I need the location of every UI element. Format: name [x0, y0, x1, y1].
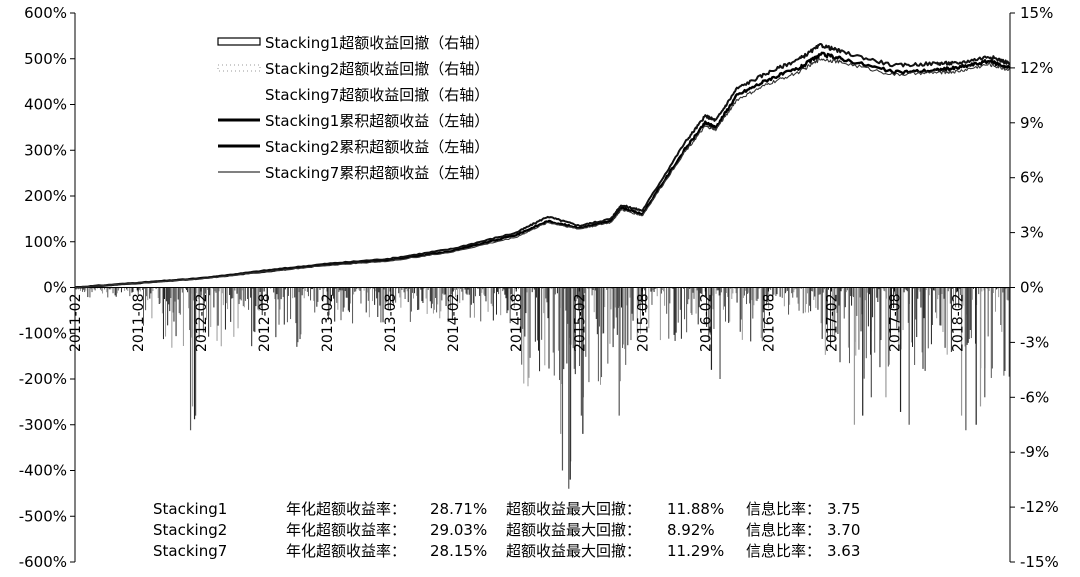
x-tick-label: 2014-08 [509, 294, 525, 353]
y-left-tick-label: -400% [19, 462, 67, 480]
stats-mdd-label: 超额收益最大回撤： [506, 521, 641, 539]
stats-row: Stacking2 年化超额收益率： 29.03% 超额收益最大回撤： 8.92% 信息比… [153, 521, 860, 539]
stats-ir-value: 3.70 [827, 521, 860, 539]
y-left-tick-label: 300% [24, 141, 67, 159]
x-tick-label: 2018-02 [950, 294, 966, 353]
x-tick-label: 2017-08 [887, 294, 903, 353]
stats-ann-label: 年化超额收益率： [286, 521, 406, 539]
x-tick-label: 2013-08 [383, 294, 399, 353]
x-tick-label: 2017-02 [824, 294, 840, 353]
stats-ann-value: 28.15% [430, 542, 487, 560]
stats-mdd-value: 8.92% [667, 521, 715, 539]
y-right-tick-label: 9% [1020, 114, 1044, 132]
cumulative-lines [74, 43, 1011, 289]
legend-swatch-dotted [217, 64, 261, 72]
axes [74, 13, 1011, 562]
stats-row: Stacking7 年化超额收益率： 28.15% 超额收益最大回撤： 11.29% 信息… [153, 542, 860, 560]
legend-label: Stacking2累积超额收益（左轴） [265, 138, 489, 156]
series-line-3 [74, 58, 1011, 289]
stats-ir-value: 3.63 [827, 542, 860, 560]
legend-label: Stacking7超额收益回撤（右轴） [265, 86, 489, 104]
x-tick-label: 2013-02 [320, 294, 336, 353]
legend-item: Stacking2超额收益回撤（右轴） [217, 60, 489, 78]
y-left-tick-label: -500% [19, 507, 67, 525]
stats-row: Stacking1 年化超额收益率： 28.71% 超额收益最大回撤： 11.88% 信息… [153, 500, 860, 518]
y-right-tick-label: 12% [1020, 59, 1053, 77]
stats-mdd-label: 超额收益最大回撤： [506, 500, 641, 518]
y-left-tick-label: -200% [19, 370, 67, 388]
y-right-tick-label: -9% [1020, 443, 1049, 461]
x-tick-label: 2016-08 [761, 294, 777, 353]
y-left-tick-label: 600% [24, 4, 67, 22]
y-left-tick-label: -600% [19, 553, 67, 571]
legend-item: Stacking1累积超额收益（左轴） [218, 112, 489, 130]
legend-label: Stacking2超额收益回撤（右轴） [265, 60, 489, 78]
stats-ann-label: 年化超额收益率： [286, 500, 406, 518]
legend: Stacking1超额收益回撤（右轴） Stacking2超额收益回撤（右轴） St… [217, 34, 489, 182]
y-right-tick-label: 15% [1020, 4, 1053, 22]
legend-item: Stacking1超额收益回撤（右轴） [217, 34, 489, 52]
y-right-tick-label: -12% [1020, 498, 1059, 516]
legend-label: Stacking1超额收益回撤（右轴） [265, 34, 489, 52]
y-right-tick-label: 0% [1020, 279, 1044, 297]
x-tick-label: 2015-08 [635, 294, 651, 353]
y-left-tick-label: -300% [19, 416, 67, 434]
stats-name: Stacking1 [153, 500, 227, 518]
stats-mdd-value: 11.88% [667, 500, 724, 518]
y-right-tick-label: -15% [1020, 553, 1059, 571]
y-left-tick-label: 200% [24, 187, 67, 205]
x-tick-label: 2011-02 [68, 294, 84, 353]
x-ticks: 2011-02 2011-08 2012-02 2012-08 2013-02 2013-… [68, 287, 966, 353]
stats-name: Stacking2 [153, 521, 227, 539]
y-left-tick-label: 500% [24, 50, 67, 68]
legend-item: Stacking2累积超额收益（左轴） [218, 138, 489, 156]
x-tick-label: 2016-02 [698, 294, 714, 353]
y-right-tick-label: 3% [1020, 224, 1044, 242]
y-left-ticks: 600% 500% 400% 300% 200% 100% 0% -100% -200% -300… [19, 4, 75, 571]
y-left-tick-label: -100% [19, 324, 67, 342]
x-tick-label: 2012-02 [194, 294, 210, 353]
stats-ir-label: 信息比率： [746, 500, 821, 518]
stats-name: Stacking7 [153, 542, 227, 560]
legend-item: Stacking7超额收益回撤（右轴） [265, 86, 489, 104]
y-right-ticks: 15% 12% 9% 6% 3% 0% -3% -6% -9% -12% -15% [1010, 4, 1059, 571]
stats-ir-label: 信息比率： [746, 521, 821, 539]
x-tick-label: 2015-02 [572, 294, 588, 353]
y-right-tick-label: 6% [1020, 169, 1044, 187]
stats-ann-value: 29.03% [430, 521, 487, 539]
y-left-tick-label: 400% [24, 96, 67, 114]
legend-item: Stacking7累积超额收益（左轴） [218, 164, 489, 182]
y-right-tick-label: -6% [1020, 388, 1049, 406]
x-tick-label: 2012-08 [257, 294, 273, 353]
stats-ir-value: 3.75 [827, 500, 860, 518]
legend-label: Stacking7累积超额收益（左轴） [265, 164, 489, 182]
legend-label: Stacking1累积超额收益（左轴） [265, 112, 489, 130]
x-tick-label: 2014-02 [446, 294, 462, 353]
stats-table: Stacking1 年化超额收益率： 28.71% 超额收益最大回撤： 11.88% 信息… [153, 500, 860, 560]
stats-ann-value: 28.71% [430, 500, 487, 518]
x-tick-label: 2011-08 [131, 294, 147, 353]
series-line-1 [74, 51, 1011, 289]
y-left-tick-label: 100% [24, 233, 67, 251]
stats-mdd-label: 超额收益最大回撤： [506, 542, 641, 560]
stats-ir-label: 信息比率： [746, 542, 821, 560]
y-left-tick-label: 0% [43, 279, 67, 297]
y-right-tick-label: -3% [1020, 333, 1049, 351]
series-line-2 [74, 43, 1011, 289]
stats-ann-label: 年化超额收益率： [286, 542, 406, 560]
stats-mdd-value: 11.29% [667, 542, 724, 560]
legend-swatch-box [217, 37, 261, 46]
drawdown-bars [75, 287, 1010, 489]
